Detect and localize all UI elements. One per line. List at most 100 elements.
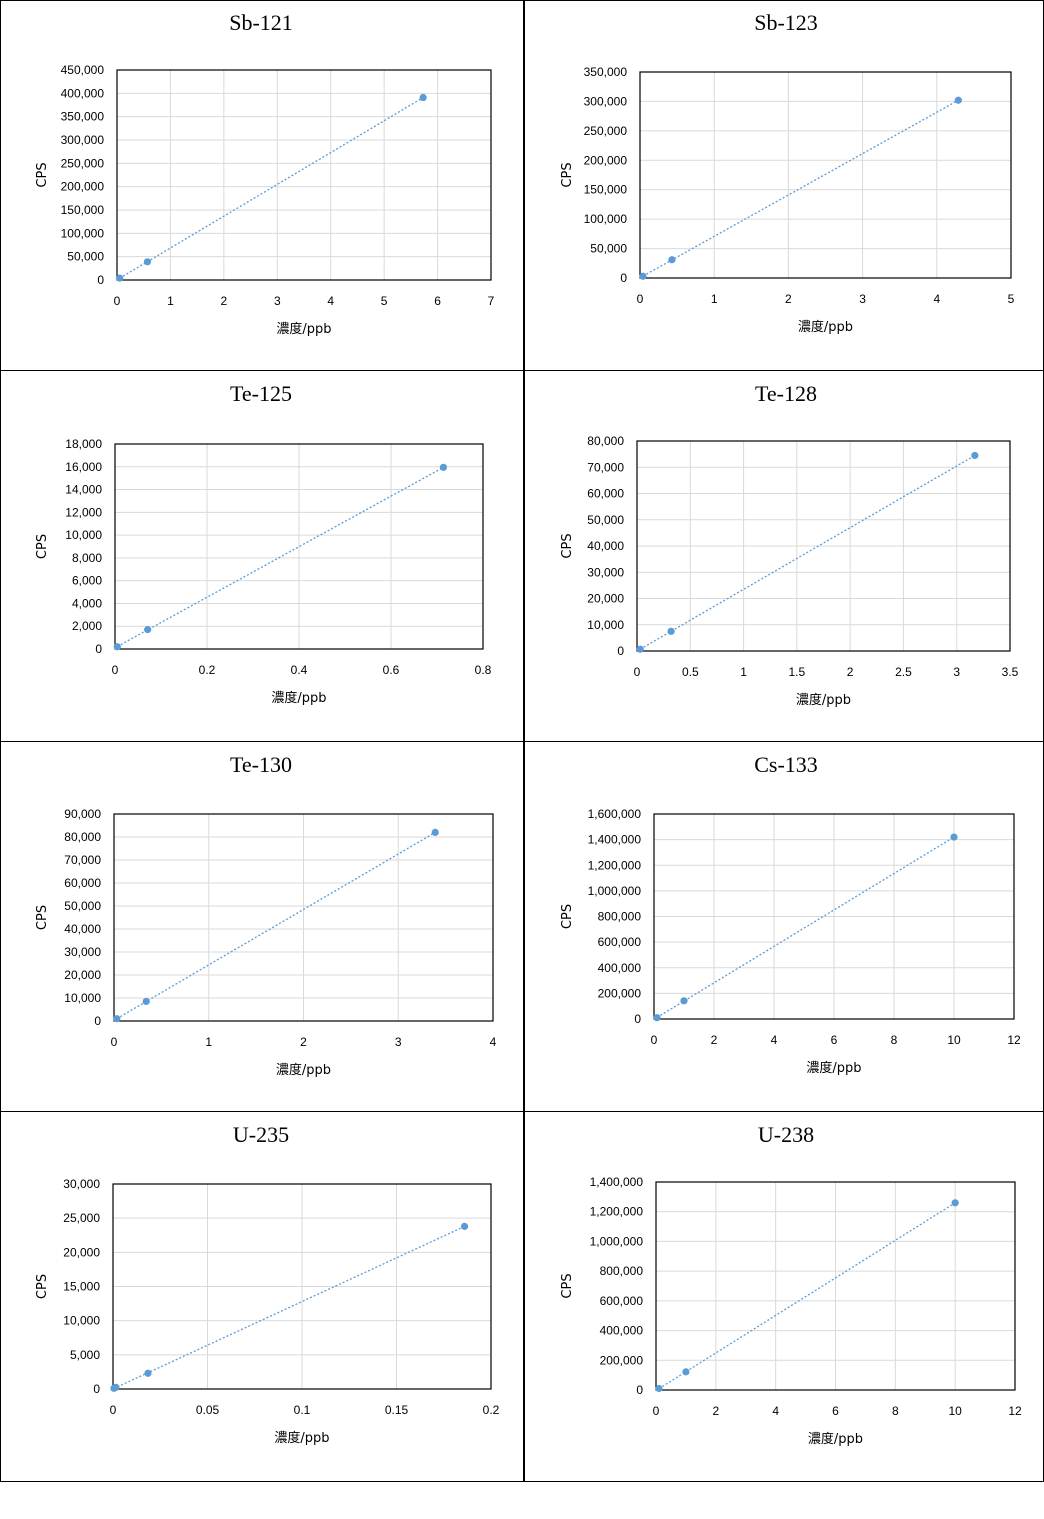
table-divider-row-1 — [0, 370, 1044, 371]
y-tick-label: 1,400,000 — [590, 1175, 644, 1189]
y-tick-label: 350,000 — [584, 65, 628, 79]
data-point — [667, 627, 675, 635]
trendline — [119, 96, 424, 279]
data-point — [113, 1015, 121, 1023]
y-tick-label: 50,000 — [590, 242, 627, 256]
x-tick-label: 8 — [891, 1033, 898, 1047]
y-tick-label: 10,000 — [65, 528, 102, 542]
data-point — [112, 1383, 120, 1391]
y-tick-label: 800,000 — [598, 910, 642, 924]
chart-title: Te-125 — [230, 381, 292, 406]
x-tick-label: 0.1 — [294, 1403, 311, 1417]
x-tick-label: 0 — [114, 294, 121, 308]
x-tick-label: 4 — [771, 1033, 778, 1047]
x-tick-label: 0.4 — [291, 663, 308, 677]
data-point — [680, 997, 688, 1005]
x-tick-label: 0.05 — [196, 1403, 220, 1417]
y-tick-label: 350,000 — [61, 110, 105, 124]
x-axis-label: 濃度/ppb — [276, 1062, 331, 1078]
y-tick-label: 250,000 — [61, 156, 105, 170]
x-tick-label: 4 — [327, 294, 334, 308]
y-tick-label: 14,000 — [65, 483, 102, 497]
y-tick-label: 30,000 — [587, 565, 624, 579]
y-tick-label: 90,000 — [64, 807, 101, 821]
y-tick-label: 20,000 — [63, 1245, 100, 1259]
x-tick-label: 7 — [488, 294, 495, 308]
chart-svg: U-235 0 0.05 0.1 0.15 0.2 0 5,000 10,000 15,000 20… — [35, 1122, 500, 1446]
y-axis-label: CPS — [35, 534, 50, 559]
plot-area — [113, 813, 494, 1022]
plot-area — [114, 443, 484, 650]
x-tick-label: 1 — [711, 292, 718, 306]
chart-cell: Te-130 0 1 2 3 4 0 10,000 20,000 30,000 40,000 50,0… — [0, 742, 520, 1112]
y-tick-label: 50,000 — [64, 899, 101, 913]
chart-svg: Te-128 0 0.5 1 1.5 2 2.5 3 3.5 0 10,000 20,000 30,00… — [560, 381, 1019, 708]
x-tick-label: 0.6 — [383, 663, 400, 677]
data-point — [655, 1384, 663, 1393]
y-tick-label: 25,000 — [63, 1211, 100, 1225]
data-point — [682, 1368, 690, 1376]
x-tick-label: 4 — [490, 1035, 497, 1049]
chart-cell: Sb-121 0 1 2 3 4 5 6 7 0 50,000 100,000 150,000 200,0… — [0, 0, 520, 370]
y-tick-label: 10,000 — [64, 991, 101, 1005]
x-tick-label: 3.5 — [1002, 665, 1019, 679]
chart-cell: Te-128 0 0.5 1 1.5 2 2.5 3 3.5 0 10,000 20,000 30,00… — [525, 371, 1044, 741]
data-point — [144, 626, 152, 634]
trendline — [116, 831, 436, 1020]
y-tick-label: 30,000 — [63, 1177, 100, 1191]
plot-area — [116, 69, 492, 281]
y-tick-label: 2,000 — [72, 619, 102, 633]
data-point — [419, 93, 427, 102]
x-tick-label: 2 — [711, 1033, 718, 1047]
y-tick-label: 150,000 — [584, 183, 628, 197]
y-tick-label: 80,000 — [64, 830, 101, 844]
y-tick-label: 0 — [95, 642, 102, 656]
trendline — [639, 454, 976, 650]
y-tick-label: 1,200,000 — [588, 858, 642, 872]
x-tick-label: 8 — [892, 1404, 899, 1418]
x-tick-label: 10 — [947, 1033, 961, 1047]
y-tick-label: 600,000 — [600, 1294, 644, 1308]
y-tick-label: 20,000 — [587, 592, 624, 606]
table-divider-row-2 — [0, 741, 1044, 742]
y-tick-label: 200,000 — [598, 986, 642, 1000]
x-tick-label: 5 — [1008, 292, 1015, 306]
chart-svg: Sb-123 0 1 2 3 4 5 0 50,000 100,000 150,000 200,000… — [560, 10, 1015, 335]
x-tick-label: 2 — [300, 1035, 307, 1049]
data-point — [142, 997, 150, 1006]
x-tick-label: 1.5 — [789, 665, 806, 679]
table-divider-row-3 — [0, 1111, 1044, 1112]
x-tick-label: 0 — [637, 292, 644, 306]
y-tick-label: 100,000 — [61, 226, 105, 240]
x-tick-label: 6 — [832, 1404, 839, 1418]
y-tick-label: 50,000 — [67, 250, 104, 264]
y-tick-label: 60,000 — [64, 876, 101, 890]
x-tick-label: 2 — [785, 292, 792, 306]
data-point — [954, 96, 962, 104]
x-tick-label: 10 — [948, 1404, 962, 1418]
trendline — [113, 1225, 465, 1390]
x-tick-label: 0 — [651, 1033, 658, 1047]
y-tick-label: 450,000 — [61, 63, 105, 77]
y-axis-label: CPS — [560, 1273, 575, 1298]
y-tick-label: 50,000 — [587, 513, 624, 527]
y-tick-label: 1,200,000 — [590, 1205, 644, 1219]
y-tick-label: 15,000 — [63, 1280, 100, 1294]
y-tick-label: 1,000,000 — [588, 884, 642, 898]
y-axis-label: CPS — [560, 162, 575, 187]
x-tick-label: 2 — [847, 665, 854, 679]
y-axis-label: CPS — [560, 533, 575, 558]
x-tick-label: 3 — [274, 294, 281, 308]
x-tick-label: 3 — [953, 665, 960, 679]
data-point — [439, 463, 448, 471]
chart-title: U-238 — [758, 1122, 814, 1147]
chart-svg: Te-125 0 0.2 0.4 0.6 0.8 0 2,000 4,000 6,000 8,000… — [35, 381, 492, 706]
x-axis-label: 濃度/ppb — [276, 321, 331, 337]
chart-cell: U-235 0 0.05 0.1 0.15 0.2 0 5,000 10,000 15,000 20… — [0, 1112, 520, 1482]
x-tick-label: 2 — [221, 294, 228, 308]
y-tick-label: 200,000 — [600, 1353, 644, 1367]
y-tick-label: 1,000,000 — [590, 1234, 644, 1248]
data-point — [668, 256, 676, 264]
trendline — [642, 99, 959, 277]
y-axis-label: CPS — [35, 1274, 50, 1299]
